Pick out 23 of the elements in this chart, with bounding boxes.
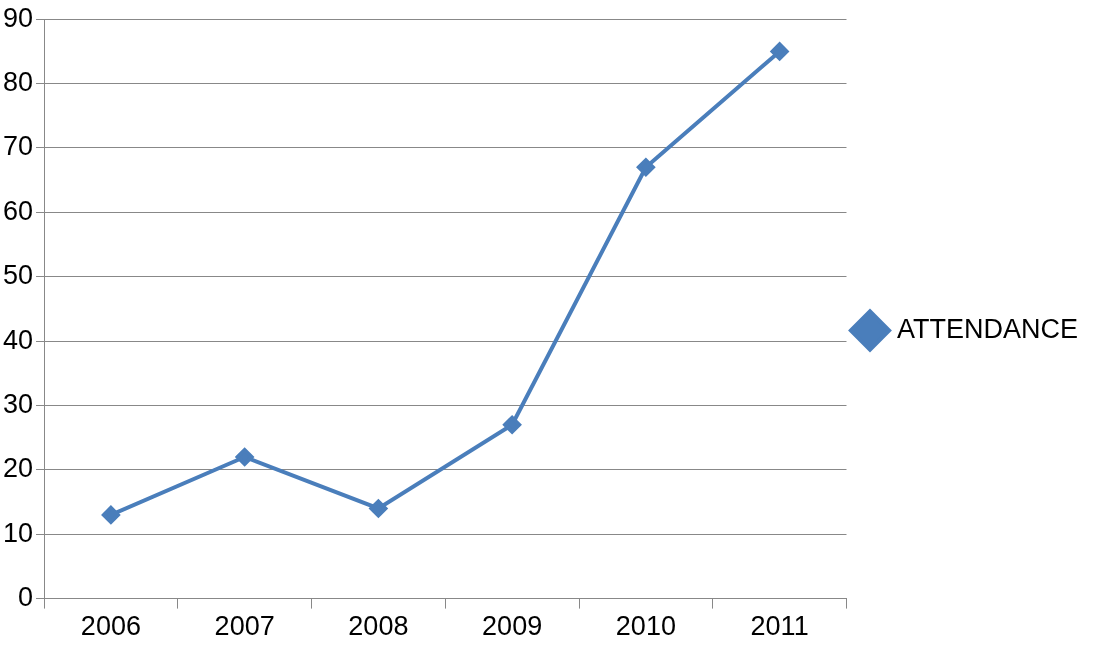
y-tick-label: 80 (2, 67, 34, 98)
y-tick-label: 70 (2, 131, 34, 162)
y-tick-label: 30 (2, 388, 34, 419)
x-tick-label: 2011 (750, 611, 809, 642)
y-tick-label: 90 (2, 2, 34, 33)
x-tick-label: 2010 (615, 611, 676, 642)
point (101, 505, 120, 524)
legend-label: ATTENDANCE (896, 313, 1078, 344)
y-tick-label: 0 (18, 582, 34, 613)
y-tick-label: 10 (2, 517, 34, 548)
point (235, 447, 254, 466)
y-tick-label: 60 (2, 195, 34, 226)
y-tick-label: 40 (2, 324, 34, 355)
point (369, 499, 388, 518)
point (770, 42, 789, 61)
y-tick-label: 50 (2, 260, 34, 291)
point (503, 415, 522, 434)
x-tick-label: 2008 (348, 611, 409, 642)
point (636, 158, 655, 177)
x-tick-label: 2007 (214, 611, 275, 642)
x-tick-label: 2009 (482, 611, 543, 642)
x-tick-label: 2006 (80, 611, 141, 642)
y-tick-label: 20 (2, 453, 34, 484)
